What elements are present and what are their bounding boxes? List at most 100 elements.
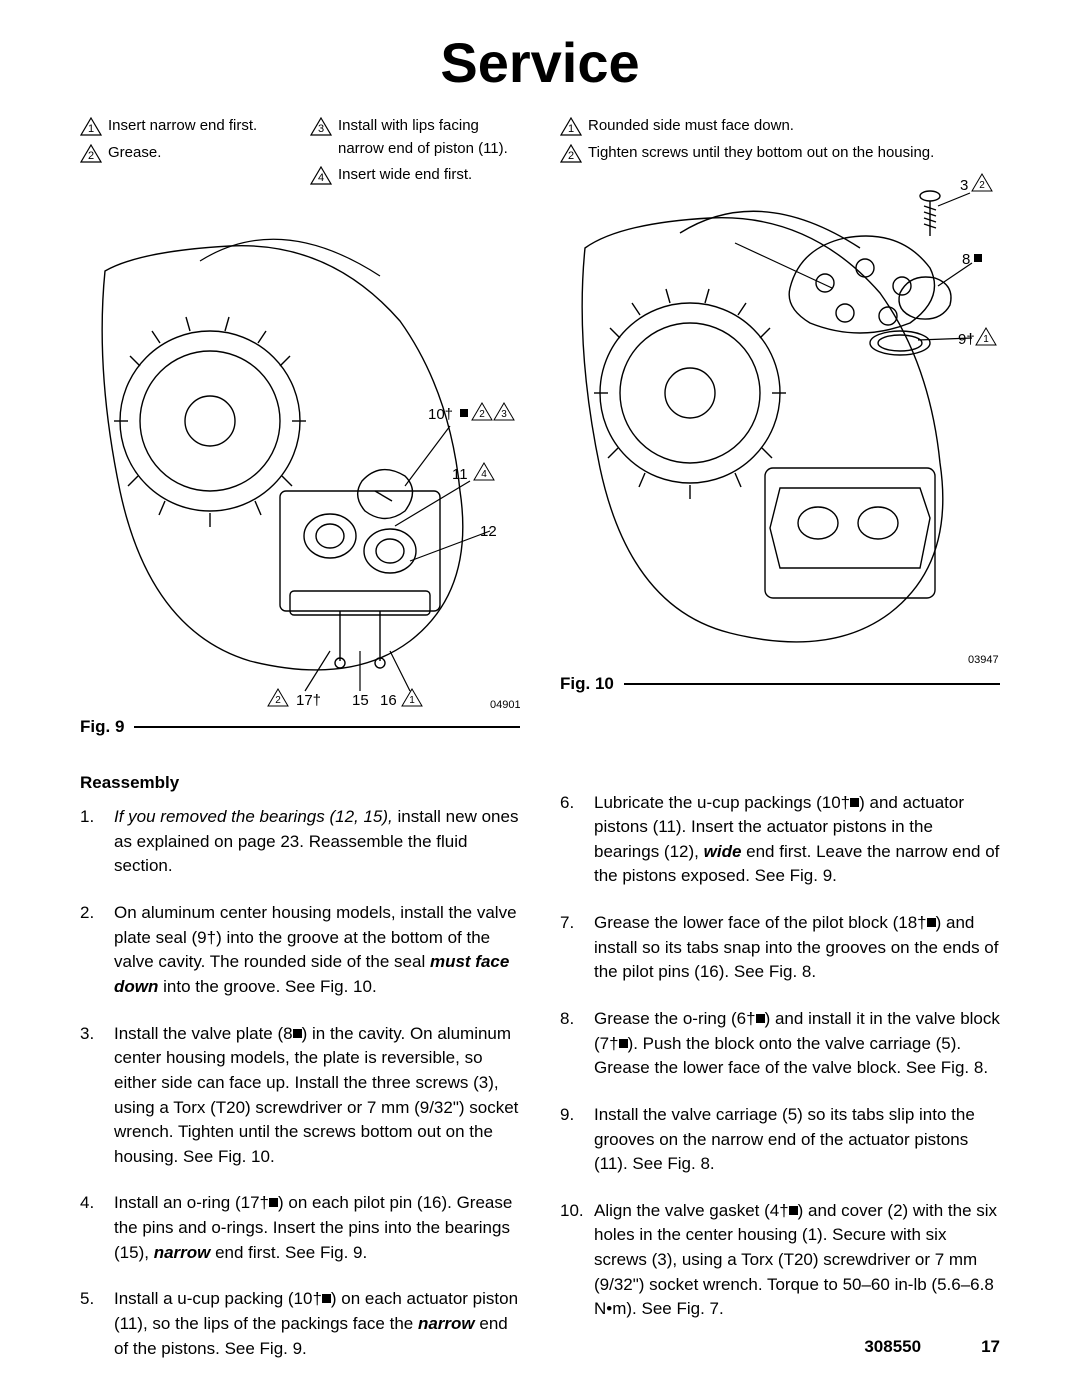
fig10-svg: 3 2 8 9† 1 03947 (560, 168, 1000, 668)
step: 2.On aluminum center housing models, ins… (80, 901, 520, 1000)
step-number: 3. (80, 1022, 104, 1170)
svg-text:8: 8 (962, 251, 970, 268)
step-number: 7. (560, 911, 584, 985)
step-body: Grease the lower face of the pilot block… (594, 911, 1000, 985)
fig9-c15: 15 (352, 692, 369, 709)
step: 8.Grease the o-ring (6†) and install it … (560, 1007, 1000, 1081)
step-body: On aluminum center housing models, insta… (114, 901, 520, 1000)
step-number: 2. (80, 901, 104, 1000)
fig9-note-3-text: Install with lips facing narrow end of p… (338, 115, 520, 160)
svg-text:3: 3 (501, 409, 507, 420)
fig9-note-2: 2 Grease. (80, 142, 290, 165)
step: 9.Install the valve carriage (5) so its … (560, 1103, 1000, 1177)
fig9-note-4-text: Insert wide end first. (338, 164, 520, 187)
fig10-label: Fig. 10 (560, 674, 614, 694)
step: 7.Grease the lower face of the pilot blo… (560, 911, 1000, 985)
svg-text:3: 3 (960, 177, 968, 194)
svg-text:2: 2 (479, 409, 485, 420)
fig9-rule (134, 726, 520, 728)
step-body: Grease the o-ring (6†) and install it in… (594, 1007, 1000, 1081)
svg-text:11: 11 (452, 466, 468, 483)
step-number: 9. (560, 1103, 584, 1177)
step: 5.Install a u-cup packing (10†) on each … (80, 1287, 520, 1361)
fig10-note-2: 2 Tighten screws until they bottom out o… (560, 142, 1000, 165)
fig9-c17: 17† (296, 692, 321, 709)
step-body: Lubricate the u-cup packings (10†) and a… (594, 791, 1000, 890)
triangle-4-icon: 4 (310, 166, 332, 185)
step-body: Install a u-cup packing (10†) on each ac… (114, 1287, 520, 1361)
svg-text:9†: 9† (958, 331, 975, 348)
fig9-c16: 16 (380, 692, 397, 709)
svg-text:3: 3 (318, 123, 324, 135)
svg-text:2: 2 (275, 695, 281, 706)
page-footer: 308550 17 (864, 1337, 1000, 1357)
fig10-note-1: 1 Rounded side must face down. (560, 115, 1000, 138)
page: Service 1 Insert narrow end first. 2 Gre… (0, 0, 1080, 1397)
triangle-2-icon: 2 (560, 144, 582, 163)
step-body: Install the valve carriage (5) so its ta… (594, 1103, 1000, 1177)
triangle-1-icon: 1 (560, 117, 582, 136)
footer-page-number: 17 (981, 1337, 1000, 1357)
svg-text:1: 1 (568, 123, 574, 135)
svg-text:4: 4 (481, 469, 487, 480)
fig10-drawing: 3 2 8 9† 1 03947 (560, 168, 1000, 668)
fig10-c8: 8 (962, 251, 970, 268)
figures-row: 1 Insert narrow end first. 2 Grease. 3 I… (80, 115, 1000, 737)
step-body: Install an o-ring (17†) on each pilot pi… (114, 1191, 520, 1265)
step: 4.Install an o-ring (17†) on each pilot … (80, 1191, 520, 1265)
step-number: 8. (560, 1007, 584, 1081)
steps-left: 1.If you removed the bearings (12, 15), … (80, 805, 520, 1361)
triangle-1-icon: 1 (80, 117, 102, 136)
svg-text:16: 16 (380, 692, 397, 709)
svg-text:1: 1 (88, 123, 94, 135)
fig9-note-2-text: Grease. (108, 142, 290, 165)
triangle-3-icon: 3 (310, 117, 332, 136)
fig10-img-num: 03947 (968, 654, 999, 666)
svg-text:17†: 17† (296, 692, 321, 709)
page-title: Service (80, 30, 1000, 95)
step: 6.Lubricate the u-cup packings (10†) and… (560, 791, 1000, 890)
svg-text:4: 4 (318, 172, 324, 184)
svg-text:2: 2 (88, 150, 94, 162)
left-text-column: Reassembly 1.If you removed the bearings… (80, 757, 520, 1384)
svg-text:10†: 10† (428, 406, 453, 423)
fig9-c12: 12 (480, 523, 497, 540)
step-number: 6. (560, 791, 584, 890)
step-body: Align the valve gasket (4†) and cover (2… (594, 1199, 1000, 1322)
fig9-note-1: 1 Insert narrow end first. (80, 115, 290, 138)
fig9-svg: 10† 2 3 11 4 12 2 17† 15 16 1 (80, 191, 520, 711)
step-body: If you removed the bearings (12, 15), in… (114, 805, 520, 879)
step-body: Install the valve plate (8) in the cavit… (114, 1022, 520, 1170)
fig9-column: 1 Insert narrow end first. 2 Grease. 3 I… (80, 115, 520, 737)
step-number: 10. (560, 1199, 584, 1322)
fig10-column: 1 Rounded side must face down. 2 Tighten… (560, 115, 1000, 737)
fig9-notes: 1 Insert narrow end first. 2 Grease. 3 I… (80, 115, 520, 191)
fig9-c11: 11 (452, 466, 468, 483)
step: 10. Align the valve gasket (4†) and cover… (560, 1199, 1000, 1322)
steps-right: 6.Lubricate the u-cup packings (10†) and… (560, 791, 1000, 1323)
svg-text:15: 15 (352, 692, 369, 709)
fig9-img-num: 04901 (490, 699, 520, 711)
fig10-notes: 1 Rounded side must face down. 2 Tighten… (560, 115, 1000, 164)
fig9-note-3: 3 Install with lips facing narrow end of… (310, 115, 520, 160)
svg-text:12: 12 (480, 523, 497, 540)
svg-text:2: 2 (979, 180, 985, 191)
step: 1.If you removed the bearings (12, 15), … (80, 805, 520, 879)
text-columns: Reassembly 1.If you removed the bearings… (80, 757, 1000, 1384)
step: 3.Install the valve plate (8) in the cav… (80, 1022, 520, 1170)
triangle-2-icon: 2 (80, 144, 102, 163)
step-number: 5. (80, 1287, 104, 1361)
fig9-label: Fig. 9 (80, 717, 124, 737)
svg-text:1: 1 (983, 334, 989, 345)
reassembly-heading: Reassembly (80, 771, 520, 796)
fig10-c3: 3 (960, 177, 968, 194)
fig10-label-row: Fig. 10 (560, 674, 1000, 694)
fig10-c9: 9† (958, 331, 975, 348)
step-number: 1. (80, 805, 104, 879)
footer-doc-number: 308550 (864, 1337, 921, 1357)
fig9-label-row: Fig. 9 (80, 717, 520, 737)
svg-text:2: 2 (568, 150, 574, 162)
fig9-c10: 10† (428, 406, 453, 423)
fig9-note-1-text: Insert narrow end first. (108, 115, 290, 138)
svg-text:1: 1 (409, 695, 415, 706)
